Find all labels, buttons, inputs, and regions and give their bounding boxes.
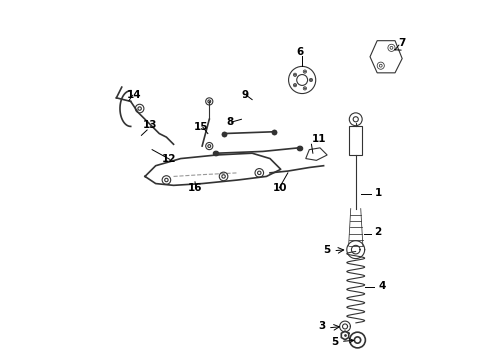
Circle shape bbox=[294, 85, 295, 86]
Circle shape bbox=[353, 117, 358, 122]
Text: 16: 16 bbox=[188, 184, 202, 193]
Text: 11: 11 bbox=[312, 134, 327, 144]
Circle shape bbox=[162, 176, 171, 184]
Circle shape bbox=[304, 71, 306, 72]
Text: 4: 4 bbox=[379, 281, 386, 291]
Circle shape bbox=[309, 78, 313, 82]
Circle shape bbox=[208, 145, 211, 148]
Circle shape bbox=[222, 175, 225, 178]
Text: 15: 15 bbox=[194, 122, 209, 132]
Circle shape bbox=[303, 87, 307, 90]
Text: 1: 1 bbox=[374, 188, 382, 198]
Text: 7: 7 bbox=[398, 38, 405, 48]
Circle shape bbox=[138, 107, 141, 110]
Circle shape bbox=[354, 337, 361, 343]
Circle shape bbox=[135, 104, 144, 113]
Text: 9: 9 bbox=[242, 90, 248, 100]
Circle shape bbox=[165, 178, 168, 182]
Circle shape bbox=[379, 64, 382, 67]
Text: 6: 6 bbox=[296, 47, 303, 57]
FancyBboxPatch shape bbox=[349, 126, 362, 155]
Circle shape bbox=[310, 79, 312, 81]
Circle shape bbox=[388, 44, 395, 51]
Text: 12: 12 bbox=[162, 154, 176, 164]
Circle shape bbox=[390, 46, 393, 49]
Circle shape bbox=[349, 113, 362, 126]
Text: 13: 13 bbox=[143, 120, 158, 130]
Circle shape bbox=[350, 332, 366, 348]
Circle shape bbox=[303, 70, 307, 73]
Circle shape bbox=[304, 88, 306, 89]
Circle shape bbox=[206, 143, 213, 150]
Text: 3: 3 bbox=[318, 321, 325, 331]
Circle shape bbox=[208, 100, 211, 103]
Circle shape bbox=[258, 171, 261, 175]
Circle shape bbox=[294, 73, 296, 76]
Text: 8: 8 bbox=[226, 117, 233, 127]
Circle shape bbox=[377, 62, 384, 69]
Text: 5: 5 bbox=[323, 245, 330, 255]
Circle shape bbox=[220, 172, 228, 181]
Text: 10: 10 bbox=[272, 183, 287, 193]
Circle shape bbox=[294, 74, 295, 76]
Text: 14: 14 bbox=[126, 90, 141, 100]
Text: 5: 5 bbox=[331, 337, 354, 347]
Circle shape bbox=[294, 84, 296, 87]
Text: 2: 2 bbox=[374, 228, 382, 237]
Circle shape bbox=[289, 66, 316, 94]
Circle shape bbox=[255, 168, 264, 177]
Circle shape bbox=[297, 75, 308, 85]
Polygon shape bbox=[306, 148, 327, 160]
Polygon shape bbox=[370, 41, 402, 73]
Circle shape bbox=[206, 98, 213, 105]
